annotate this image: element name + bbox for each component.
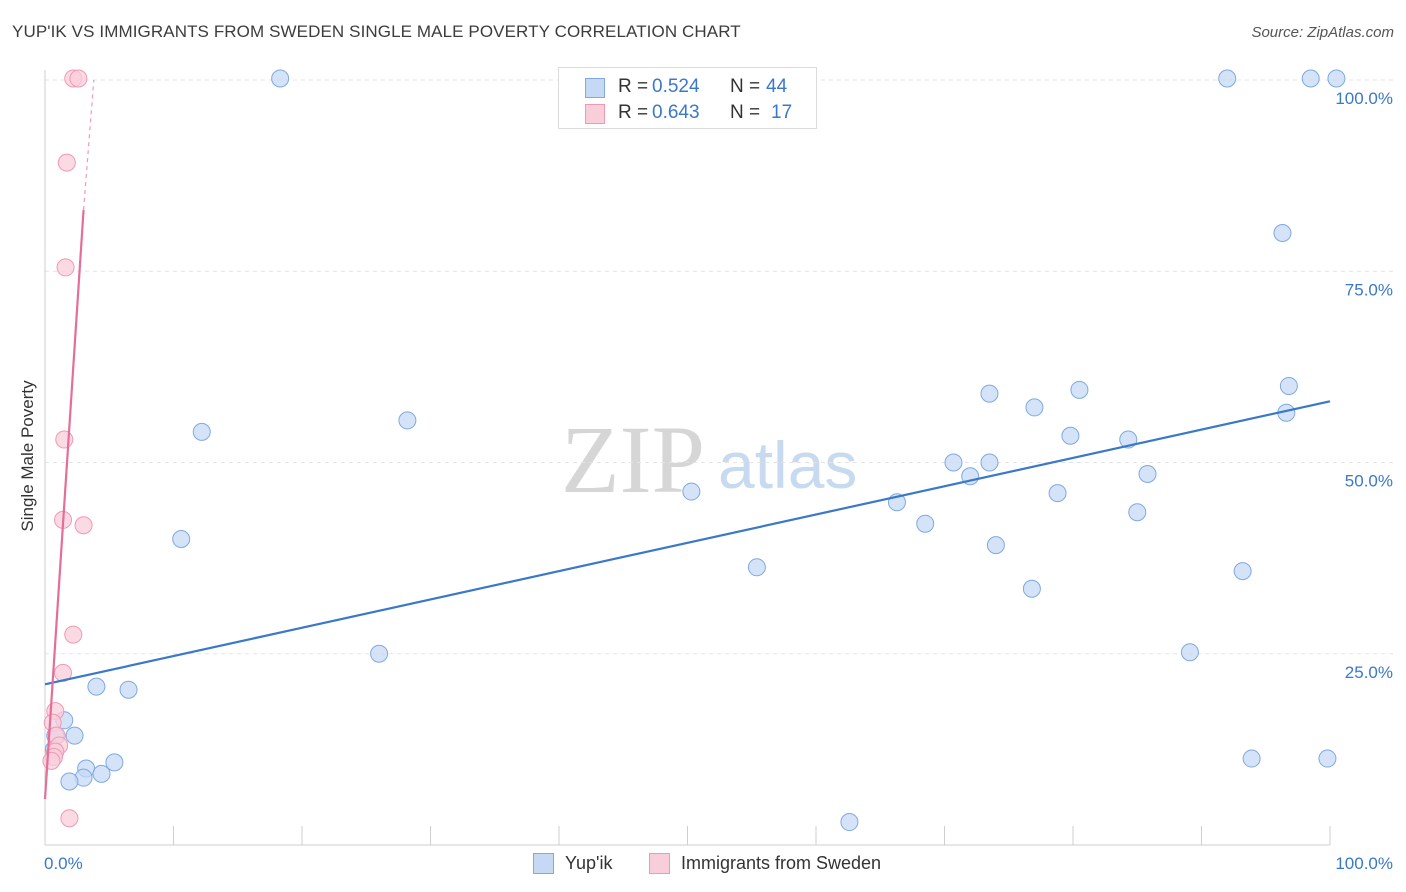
legend-swatch-yupik	[585, 78, 605, 98]
data-point-yupik	[92, 764, 111, 783]
data-point-yupik	[1070, 380, 1089, 399]
data-point-yupik	[1318, 749, 1337, 768]
x-tick-label: 0.0%	[44, 854, 83, 873]
legend-r-value: 0.643	[652, 102, 700, 123]
bottom-legend-swatch-yupik	[533, 853, 554, 874]
data-point-yupik	[1279, 377, 1298, 395]
data-point-sweden	[56, 258, 75, 277]
data-point-yupik	[1180, 643, 1199, 662]
data-point-sweden	[57, 153, 76, 172]
bottom-legend-swatch-sweden	[649, 853, 670, 874]
legend-swatch-sweden	[585, 104, 605, 124]
y-tick-label: 25.0%	[1345, 663, 1393, 682]
data-point-yupik	[87, 677, 106, 696]
data-point-yupik	[1138, 464, 1157, 483]
data-point-yupik	[192, 422, 211, 441]
data-point-sweden	[42, 751, 61, 770]
data-point-yupik	[398, 411, 417, 430]
data-point-yupik	[944, 453, 963, 472]
data-point-yupik	[682, 482, 701, 501]
trend-line-sweden-extension	[82, 79, 95, 211]
legend-n-value: 17	[771, 102, 793, 123]
data-point-sweden	[55, 430, 74, 449]
data-point-yupik	[1327, 69, 1346, 88]
y-tick-label: 100.0%	[1335, 89, 1393, 108]
data-point-yupik	[1301, 69, 1320, 88]
data-point-yupik	[1025, 398, 1044, 417]
data-point-yupik	[916, 514, 935, 533]
y-axis-label: Single Male Poverty	[18, 380, 37, 532]
data-point-yupik	[980, 453, 999, 472]
data-point-yupik	[370, 644, 389, 663]
data-point-yupik	[1233, 562, 1252, 581]
data-point-yupik	[65, 726, 84, 745]
data-point-yupik	[172, 530, 191, 548]
bottom-legend-label-yupik: Yup'ik	[565, 853, 613, 873]
trend-line-yupik	[44, 400, 1331, 686]
legend: R = 0.524 N = 44 R = 0.643 N = 17	[558, 67, 817, 129]
data-point-sweden	[64, 625, 83, 644]
data-point-yupik	[1061, 426, 1080, 445]
data-point-yupik	[271, 69, 290, 88]
data-point-yupik	[986, 536, 1005, 555]
legend-n-label: N =	[730, 102, 761, 123]
x-tick-label: 100.0%	[1335, 854, 1393, 873]
data-point-yupik	[1022, 579, 1041, 598]
watermark: ZIP atlas	[561, 406, 857, 513]
watermark-zip: ZIP	[561, 406, 705, 513]
trend-lines	[43, 79, 1331, 800]
legend-r-label: R =	[618, 102, 649, 123]
data-point-yupik	[1218, 69, 1237, 88]
data-point-yupik	[119, 680, 138, 699]
legend-r-value: 0.524	[652, 76, 700, 97]
data-point-sweden	[60, 809, 79, 828]
trend-line-sweden	[43, 209, 85, 800]
chart-title: YUP'IK VS IMMIGRANTS FROM SWEDEN SINGLE …	[12, 22, 741, 41]
axes	[44, 70, 1331, 846]
legend-n-label: N =	[730, 76, 761, 97]
y-tick-label: 50.0%	[1345, 472, 1393, 491]
data-point-yupik	[1273, 224, 1292, 242]
data-point-yupik	[747, 558, 766, 577]
bottom-legend-label-sweden: Immigrants from Sweden	[681, 853, 882, 873]
tick-labels: 25.0% 50.0% 75.0% 100.0% 0.0% 100.0%	[44, 89, 1393, 873]
data-point-yupik	[1242, 749, 1261, 768]
watermark-atlas: atlas	[718, 428, 857, 502]
legend-n-value: 44	[766, 76, 788, 97]
legend-r-label: R =	[618, 76, 649, 97]
grid	[45, 79, 1394, 655]
data-point-yupik	[60, 772, 79, 791]
source-credit: Source: ZipAtlas.com	[1251, 24, 1394, 41]
data-point-sweden	[69, 69, 88, 88]
data-point-sweden	[74, 516, 93, 535]
data-point-yupik	[105, 753, 124, 772]
data-point-yupik	[1048, 484, 1067, 503]
data-point-yupik	[1128, 503, 1147, 522]
data-point-yupik	[980, 384, 999, 403]
data-point-yupik	[840, 813, 859, 832]
y-tick-label: 75.0%	[1345, 280, 1393, 299]
